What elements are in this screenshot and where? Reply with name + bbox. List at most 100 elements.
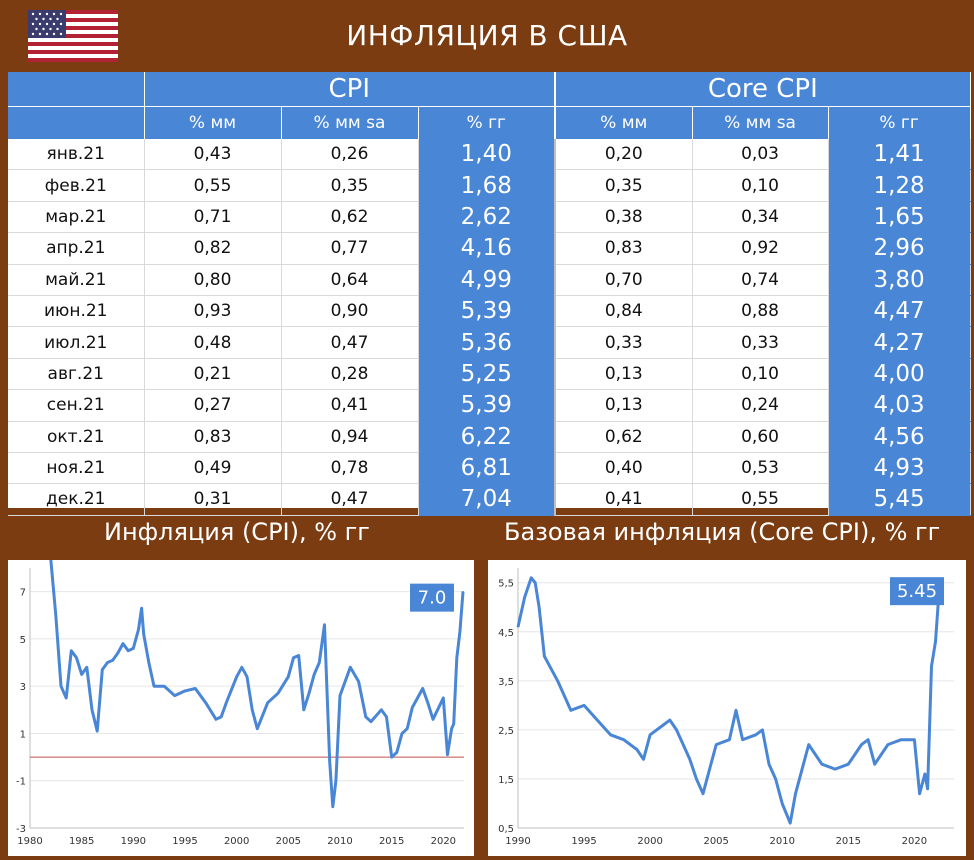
data-point	[117, 652, 119, 654]
data-point	[140, 607, 143, 609]
value-cell-cpi-mm: 0,80	[144, 264, 282, 296]
data-point	[900, 738, 902, 741]
data-point	[427, 701, 429, 704]
data-point	[292, 657, 295, 659]
chart-panel-cpi: 7 5 3 1 -1 -3 1980 1985 1990 1995 2000 2005 2010 2015…	[8, 557, 474, 856]
value-cell-cpi-mm: 0,49	[144, 452, 282, 485]
data-point	[101, 668, 104, 671]
row-month-cell: мар.21	[8, 201, 145, 234]
value-cell-cpi-yy: 5,36	[418, 326, 556, 359]
x-tick-label: 1995	[571, 836, 596, 847]
data-point	[781, 802, 784, 805]
value-cell-cpi-mm: 0,71	[144, 201, 282, 234]
header-bar: ИНФЛЯЦИЯ В США	[0, 0, 974, 72]
value-cell-core-mm-sa: 0,53	[692, 452, 829, 485]
x-tick-label: 1990	[505, 836, 530, 847]
value-cell-core-mm-sa: 0,88	[692, 295, 829, 328]
col-header: % мм	[144, 106, 282, 139]
data-point	[924, 773, 926, 775]
col-header: % гг	[828, 106, 971, 139]
data-point	[807, 743, 810, 746]
data-point	[385, 716, 388, 718]
row-month-cell: окт.21	[8, 421, 145, 453]
series-line	[49, 558, 465, 809]
data-point	[86, 666, 88, 669]
group-header-core-cpi: Core CPI	[554, 72, 971, 107]
data-point	[55, 614, 57, 617]
value-cell-cpi-mm: 0,48	[144, 326, 282, 359]
value-cell-cpi-mm-sa: 0,28	[281, 358, 419, 391]
data-point	[450, 727, 453, 730]
data-point	[335, 779, 337, 782]
value-cell-core-mm-sa: 0,24	[692, 389, 829, 422]
data-point	[867, 738, 869, 741]
value-cell-cpi-yy: 1,40	[418, 139, 556, 171]
value-cell-cpi-mm: 0,21	[144, 358, 282, 391]
y-tick-label: -3	[16, 824, 26, 835]
data-point	[331, 805, 334, 808]
data-point	[609, 733, 612, 736]
table-row: мар.21 0,71 0,62 2,62 0,38 0,34 1,65	[8, 201, 971, 234]
value-cell-core-yy: 2,96	[828, 232, 971, 265]
value-cell-core-mm: 0,40	[554, 452, 693, 485]
data-point	[287, 675, 290, 678]
col-header: % гг	[418, 106, 556, 139]
value-cell-cpi-mm: 0,43	[144, 139, 282, 171]
data-point	[636, 748, 638, 751]
value-cell-cpi-mm-sa: 0,90	[281, 295, 419, 328]
data-point	[406, 727, 408, 730]
data-point	[930, 665, 933, 667]
us-flag-icon	[28, 10, 118, 62]
data-point	[148, 661, 150, 664]
table-row: авг.21 0,21 0,28 5,25 0,13 0,10 4,00	[8, 358, 971, 391]
data-point	[225, 701, 228, 704]
data-point	[380, 709, 383, 711]
data-point	[834, 768, 836, 770]
data-point	[715, 743, 717, 746]
data-point	[277, 692, 279, 695]
data-point	[583, 704, 585, 707]
data-point	[741, 738, 744, 741]
data-point	[390, 756, 393, 758]
data-point	[622, 738, 625, 741]
data-point	[370, 720, 372, 723]
data-point	[688, 758, 691, 761]
value-callout-box	[410, 583, 454, 612]
value-cell-core-mm: 0,13	[554, 389, 693, 422]
data-point	[153, 685, 155, 687]
data-point	[297, 654, 300, 657]
value-cell-core-yy: 4,00	[828, 358, 971, 391]
value-callout-label: 5.45	[897, 581, 937, 602]
data-point	[266, 701, 269, 704]
data-point	[241, 666, 243, 669]
data-point	[308, 692, 310, 695]
value-cell-cpi-mm: 0,82	[144, 232, 282, 265]
y-tick-label: 4,5	[498, 628, 514, 639]
series-line	[516, 576, 941, 825]
value-cell-cpi-mm-sa: 0,77	[281, 232, 419, 265]
data-point	[132, 647, 135, 650]
data-point	[708, 768, 711, 770]
data-point	[127, 649, 129, 652]
data-point	[75, 657, 78, 659]
data-point	[251, 709, 253, 711]
group-header-cpi: CPI	[144, 72, 556, 107]
chart-title-cpi: Инфляция (CPI), % гг	[104, 518, 370, 546]
data-point	[642, 758, 645, 761]
value-cell-core-mm: 0,35	[554, 169, 693, 202]
value-cell-cpi-mm: 0,31	[144, 483, 282, 516]
data-point	[543, 655, 546, 658]
data-point	[96, 730, 98, 732]
data-point	[662, 724, 665, 726]
value-cell-cpi-mm: 0,27	[144, 389, 282, 422]
data-point	[401, 732, 403, 735]
value-callout-box	[890, 577, 944, 606]
x-tick-label: 2005	[276, 836, 301, 847]
y-tick-label: 5	[20, 635, 26, 646]
table-row: дек.21 0,31 0,47 7,04 0,41 0,55 5,45	[8, 483, 971, 516]
value-cell-cpi-yy: 6,81	[418, 452, 556, 485]
y-tick-label: 7	[20, 588, 26, 599]
data-point	[873, 763, 876, 766]
value-cell-core-yy: 4,47	[828, 295, 971, 328]
col-header: % мм sa	[692, 106, 829, 139]
